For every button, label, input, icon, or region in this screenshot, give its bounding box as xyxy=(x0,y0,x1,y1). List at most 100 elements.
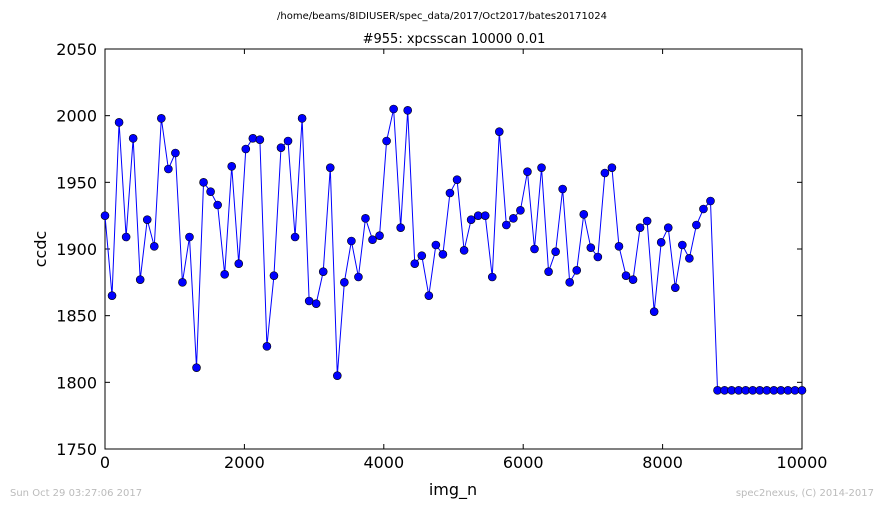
chart-suptitle: /home/beams/8IDIUSER/spec_data/2017/Oct2… xyxy=(277,11,607,22)
data-point xyxy=(220,270,229,279)
data-point xyxy=(424,291,434,300)
data-point xyxy=(241,144,251,154)
x-tick-label: 2000 xyxy=(224,453,265,472)
data-point xyxy=(248,134,258,143)
y-tick-label: 1850 xyxy=(56,307,97,326)
data-point xyxy=(544,267,553,276)
data-point xyxy=(670,283,680,292)
data-point xyxy=(375,231,384,240)
data-point xyxy=(656,238,666,247)
data-point xyxy=(635,223,645,232)
data-point xyxy=(213,200,222,210)
plot-area xyxy=(100,104,807,395)
footer-timestamp: Sun Oct 29 03:27:06 2017 xyxy=(10,488,143,499)
data-point xyxy=(530,244,539,254)
plot-frame xyxy=(104,48,803,450)
data-point xyxy=(431,240,441,250)
y-tick-label: 1750 xyxy=(56,440,97,459)
data-point xyxy=(199,178,208,187)
data-point xyxy=(325,163,335,172)
data-point xyxy=(410,259,420,268)
data-point xyxy=(262,342,272,351)
data-point xyxy=(649,307,659,316)
data-point xyxy=(128,134,138,143)
data-point xyxy=(586,243,596,252)
data-point xyxy=(685,254,694,263)
x-tick-label: 8000 xyxy=(642,453,683,472)
data-point xyxy=(558,184,567,194)
data-point xyxy=(692,220,701,230)
data-point xyxy=(157,114,166,123)
data-point xyxy=(283,136,293,146)
data-point xyxy=(100,211,110,220)
data-point xyxy=(480,211,490,220)
data-point xyxy=(354,272,363,282)
data-point xyxy=(382,136,391,146)
data-point xyxy=(797,386,807,395)
data-point xyxy=(192,363,201,372)
data-point xyxy=(396,223,405,232)
x-tick-label: 0 xyxy=(100,453,110,472)
data-point xyxy=(185,232,194,242)
y-axis-label: ccdc xyxy=(31,231,50,268)
data-point xyxy=(663,223,673,232)
data-point xyxy=(699,204,708,214)
data-point xyxy=(206,187,215,196)
data-point xyxy=(445,188,455,198)
data-point xyxy=(487,272,497,282)
data-point xyxy=(502,220,511,230)
y-tick-label: 1950 xyxy=(56,173,97,192)
data-point xyxy=(417,251,427,260)
data-point xyxy=(551,247,560,256)
series-line xyxy=(104,108,802,391)
y-tick-label: 1800 xyxy=(56,373,97,392)
data-point xyxy=(135,275,145,284)
x-axis-label: img_n xyxy=(429,480,477,500)
data-point xyxy=(347,236,356,246)
data-point xyxy=(516,206,525,215)
data-point xyxy=(466,215,476,224)
y-tick-label: 1900 xyxy=(56,240,97,259)
data-point xyxy=(389,104,398,114)
data-point xyxy=(149,242,159,251)
data-point xyxy=(678,240,687,250)
data-point xyxy=(565,278,574,287)
data-point xyxy=(340,278,349,287)
data-point xyxy=(121,232,131,242)
data-point xyxy=(579,210,589,219)
data-point xyxy=(621,271,631,280)
data-point xyxy=(509,214,518,223)
data-point xyxy=(706,196,715,206)
data-point xyxy=(593,252,603,262)
data-point xyxy=(114,118,124,127)
data-point xyxy=(333,371,342,380)
data-point xyxy=(107,291,117,300)
data-point xyxy=(523,167,532,176)
data-point xyxy=(438,250,448,259)
data-point xyxy=(142,215,152,224)
data-point xyxy=(318,267,328,276)
data-point xyxy=(572,266,582,275)
data-point xyxy=(600,168,610,178)
x-tick-label: 6000 xyxy=(503,453,544,472)
data-point xyxy=(607,163,617,172)
data-point xyxy=(178,278,187,287)
data-point xyxy=(234,259,244,268)
data-point xyxy=(537,163,546,172)
data-point xyxy=(164,164,173,174)
data-point xyxy=(276,143,286,152)
footer-credit: spec2nexus, (C) 2014-2017 xyxy=(735,488,874,499)
data-point xyxy=(459,246,469,255)
y-axis-ticks: 1750 1800 1850 1900 1950 2000 2050 xyxy=(56,40,802,459)
data-point xyxy=(311,299,321,308)
data-point xyxy=(227,162,237,171)
data-point xyxy=(614,242,624,251)
data-point xyxy=(297,114,307,123)
data-point xyxy=(628,275,638,284)
data-point xyxy=(290,232,300,242)
data-point xyxy=(642,216,652,226)
x-axis-ticks: 0 2000 4000 6000 8000 10000 xyxy=(100,49,828,472)
data-point xyxy=(361,214,370,223)
data-point xyxy=(403,106,413,115)
x-tick-label: 10000 xyxy=(777,453,828,472)
